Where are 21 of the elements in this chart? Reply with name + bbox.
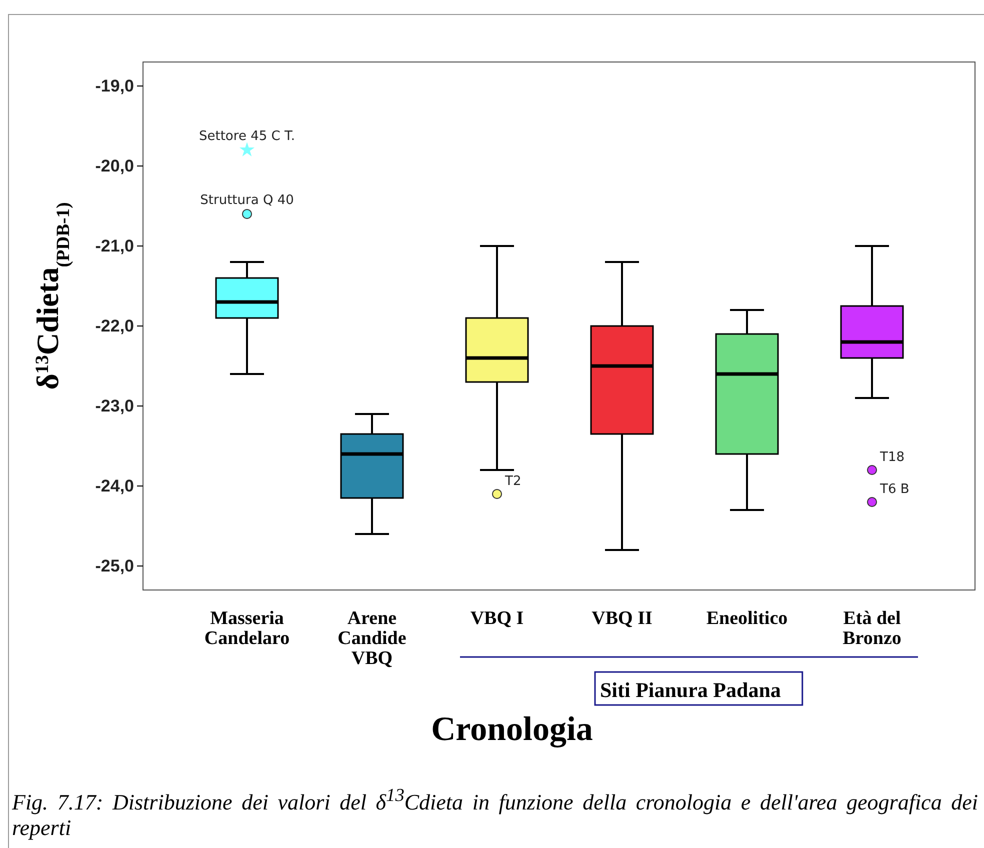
annotation: T2	[504, 474, 522, 489]
y-tick-label: -20,0	[95, 156, 134, 176]
annotation: T18	[879, 450, 904, 465]
y-tick-label: -19,0	[95, 76, 134, 96]
x-tick-label: VBQ I	[470, 608, 524, 629]
x-tick-label: Arene Candide VBQ	[338, 608, 406, 669]
x-axis-title: Cronologia	[431, 711, 593, 748]
y-tick-label: -22,0	[95, 316, 134, 336]
x-tick-label: VBQ II	[592, 608, 652, 629]
text: Siti Pianura Padana	[600, 678, 782, 702]
y-tick-label: -23,0	[95, 396, 134, 416]
annotation: T6 B	[879, 482, 910, 497]
text: Fig. 7.17: Distribuzione dei valori del δ$^{13}$Cdieta in funzione della cronologia e dell'area geografica dei reperti	[12, 785, 978, 840]
y-tick-label: -25,0	[95, 556, 134, 576]
x-tick-label: Masseria Candelaro	[204, 608, 290, 649]
y-tick-label: -24,0	[95, 476, 134, 496]
x-tick-label: Età del Bronzo	[842, 608, 902, 649]
y-tick-label: -21,0	[95, 236, 134, 256]
x-tick-label: Eneolitico	[706, 608, 788, 629]
annotation: Struttura Q 40	[200, 193, 294, 208]
annotation: Settore 45 C T.	[198, 129, 296, 144]
